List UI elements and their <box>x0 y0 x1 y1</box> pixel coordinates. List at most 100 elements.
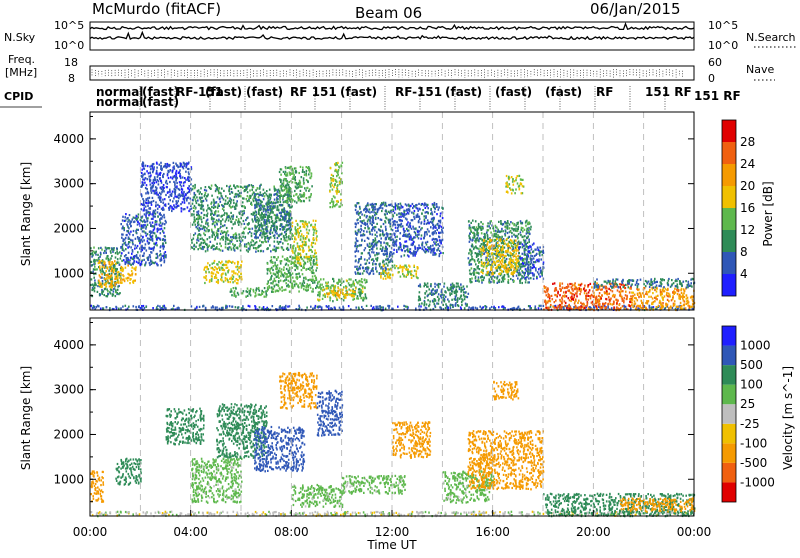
power-cell <box>373 306 375 308</box>
power-cell <box>233 236 235 238</box>
power-cell <box>260 204 262 206</box>
power-cell <box>271 256 273 258</box>
power-cell <box>396 265 398 267</box>
power-cell <box>280 228 282 230</box>
power-cell <box>247 200 249 202</box>
power-cell <box>153 246 155 248</box>
power-cell <box>223 190 225 192</box>
power-cell <box>223 214 225 216</box>
power-cell <box>101 293 103 295</box>
power-cell <box>361 220 363 222</box>
power-cell <box>403 247 405 249</box>
power-cell <box>382 306 384 308</box>
nsky-label: N.Sky <box>4 31 36 44</box>
power-cell <box>227 216 229 218</box>
power-cell <box>316 235 318 237</box>
power-cell <box>163 248 165 250</box>
power-cell <box>118 308 120 310</box>
power-cell <box>258 287 260 289</box>
power-cell <box>277 256 279 258</box>
power-cell <box>130 246 132 248</box>
power-cell <box>93 285 95 287</box>
power-cell <box>147 240 149 242</box>
nave-tick-bottom: 0 <box>708 72 715 85</box>
power-cell <box>185 193 187 195</box>
power-cell <box>131 267 133 269</box>
power-cell <box>258 210 260 212</box>
power-cell <box>254 225 256 227</box>
power-cell <box>242 201 244 203</box>
power-cell <box>336 175 338 177</box>
power-cell <box>171 210 173 212</box>
power-cell <box>99 294 101 296</box>
power-cell <box>180 203 182 205</box>
power-cell <box>213 199 215 201</box>
power-cell <box>116 282 118 284</box>
power-cell <box>294 190 296 192</box>
power-cell <box>239 275 241 277</box>
power-cell <box>355 233 357 235</box>
power-cell <box>197 217 199 219</box>
power-cell <box>281 189 283 191</box>
power-cell <box>387 273 389 275</box>
power-cell <box>97 305 99 307</box>
power-cell <box>146 184 148 186</box>
power-cell <box>307 279 309 281</box>
power-cell <box>370 204 372 206</box>
power-cell <box>216 201 218 203</box>
power-cell <box>225 279 227 281</box>
power-cell <box>271 291 273 293</box>
power-cell <box>308 196 310 198</box>
power-cell <box>161 169 163 171</box>
power-cell <box>110 289 112 291</box>
power-cell <box>122 234 124 236</box>
power-cell <box>229 305 231 307</box>
power-cell <box>106 282 108 284</box>
power-cell <box>296 233 298 235</box>
power-cell <box>256 202 258 204</box>
power-cell <box>315 232 317 234</box>
power-cell <box>367 202 369 204</box>
power-cell <box>234 196 236 198</box>
power-cell <box>332 204 334 206</box>
power-cell <box>298 195 300 197</box>
power-cell <box>307 181 309 183</box>
power-cell <box>300 245 302 247</box>
power-cell <box>187 192 189 194</box>
power-cell <box>377 253 379 255</box>
power-cell <box>308 221 310 223</box>
power-cell <box>127 221 129 223</box>
power-cell <box>222 269 224 271</box>
power-cell <box>205 223 207 225</box>
power-cell <box>260 294 262 296</box>
power-cell <box>213 204 215 206</box>
power-cell <box>285 174 287 176</box>
power-cell <box>243 210 245 212</box>
power-cell <box>335 190 337 192</box>
power-cell <box>272 212 274 214</box>
power-cell <box>392 218 394 220</box>
power-cell <box>411 277 413 279</box>
power-cell <box>153 200 155 202</box>
power-cell <box>354 245 356 247</box>
power-cell <box>203 214 205 216</box>
power-cell <box>375 239 377 241</box>
power-cell <box>168 196 170 198</box>
power-cell <box>296 258 298 260</box>
power-cell <box>117 258 119 260</box>
power-cell <box>259 229 261 231</box>
power-cell <box>150 248 152 250</box>
power-cell <box>201 193 203 195</box>
power-cell <box>145 165 147 167</box>
power-cell <box>185 171 187 173</box>
power-cell <box>306 166 308 168</box>
power-cell <box>288 236 290 238</box>
power-cell <box>284 258 286 260</box>
power-cell <box>152 197 154 199</box>
power-cell <box>323 289 325 291</box>
power-cell <box>304 282 306 284</box>
power-cell <box>144 247 146 249</box>
power-cell <box>166 163 168 165</box>
power-cell <box>247 251 249 253</box>
